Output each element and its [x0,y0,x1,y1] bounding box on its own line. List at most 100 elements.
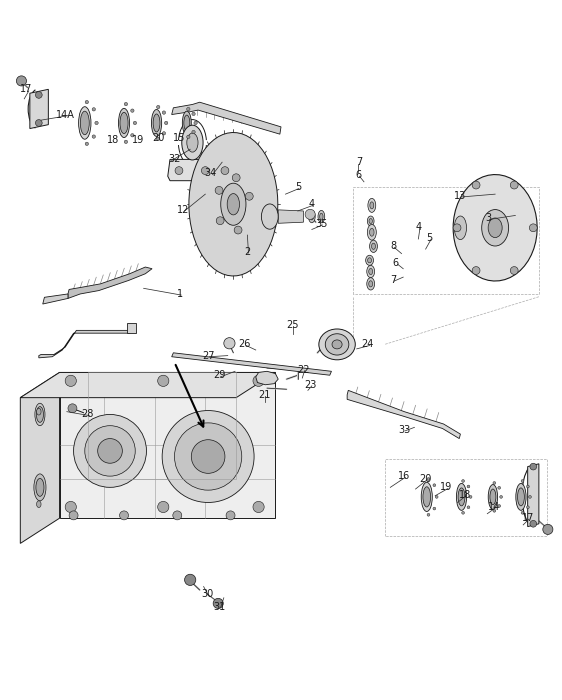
Ellipse shape [469,496,472,498]
Text: 5: 5 [427,233,433,243]
Circle shape [472,267,480,274]
Ellipse shape [490,489,496,505]
Polygon shape [20,372,60,543]
Text: 30: 30 [201,589,213,599]
Circle shape [175,167,183,174]
Ellipse shape [187,133,198,152]
Polygon shape [167,160,233,181]
Text: 26: 26 [238,340,251,349]
Circle shape [213,598,223,608]
Ellipse shape [95,121,98,125]
Text: 14A: 14A [56,109,75,120]
Ellipse shape [124,140,128,143]
Ellipse shape [518,488,524,506]
Ellipse shape [261,204,278,229]
Text: 27: 27 [202,351,214,360]
Text: 19: 19 [440,482,452,492]
Polygon shape [20,372,275,398]
Polygon shape [43,294,68,304]
Ellipse shape [529,496,532,498]
Ellipse shape [119,108,130,137]
Ellipse shape [454,216,466,239]
Circle shape [253,375,264,386]
Ellipse shape [527,485,529,488]
Ellipse shape [422,482,432,512]
Circle shape [173,511,182,520]
Text: 28: 28 [81,410,94,419]
Text: 19: 19 [132,135,144,145]
Ellipse shape [187,135,190,139]
Text: 3: 3 [486,214,492,223]
Circle shape [98,439,123,463]
Circle shape [215,186,223,195]
Text: 13: 13 [454,191,466,201]
Ellipse shape [521,512,524,514]
Text: 7: 7 [356,158,362,167]
Circle shape [85,426,135,476]
Text: 31: 31 [213,602,225,612]
Ellipse shape [151,109,162,136]
Circle shape [221,167,229,174]
Ellipse shape [309,211,315,223]
Text: 34: 34 [205,169,217,178]
Ellipse shape [370,228,374,236]
Ellipse shape [493,510,496,512]
Circle shape [65,375,76,386]
Ellipse shape [37,407,43,422]
Circle shape [158,375,169,386]
Text: 32: 32 [168,155,180,164]
Ellipse shape [369,218,373,223]
Ellipse shape [37,500,41,508]
Circle shape [216,217,224,225]
Ellipse shape [521,480,524,482]
Ellipse shape [369,268,373,274]
Circle shape [530,463,537,470]
Circle shape [35,92,42,98]
Text: 12: 12 [176,205,189,215]
Circle shape [184,574,196,585]
Ellipse shape [320,214,323,220]
Polygon shape [256,371,278,385]
Ellipse shape [157,137,160,141]
Circle shape [65,501,76,512]
Ellipse shape [120,112,128,134]
Ellipse shape [92,108,96,111]
Polygon shape [528,464,539,526]
Text: 20: 20 [153,133,165,143]
Text: 15: 15 [173,133,185,143]
Circle shape [453,224,461,232]
Polygon shape [39,330,132,358]
Ellipse shape [162,111,166,114]
Polygon shape [127,323,137,333]
Circle shape [158,501,169,512]
Text: 2: 2 [244,247,251,257]
Ellipse shape [368,198,376,212]
Ellipse shape [462,512,464,514]
Text: 35: 35 [315,219,328,229]
Circle shape [68,404,77,413]
Ellipse shape [131,109,134,112]
Ellipse shape [435,496,438,498]
Circle shape [305,209,315,219]
Text: 7: 7 [390,275,396,285]
Ellipse shape [370,202,374,209]
Text: 4: 4 [309,199,315,209]
Ellipse shape [423,486,430,507]
Ellipse shape [498,486,501,489]
Text: 24: 24 [362,340,374,349]
Circle shape [530,520,537,527]
Ellipse shape [368,216,374,226]
Circle shape [543,524,553,534]
Text: 16: 16 [398,471,410,481]
Circle shape [74,414,147,487]
Ellipse shape [498,505,501,508]
Ellipse shape [467,506,470,509]
Ellipse shape [367,265,375,278]
Ellipse shape [368,258,371,262]
Circle shape [234,226,242,234]
Ellipse shape [319,329,355,360]
Ellipse shape [37,408,41,415]
Ellipse shape [79,106,91,139]
Text: 14: 14 [488,502,500,512]
Ellipse shape [433,484,436,486]
